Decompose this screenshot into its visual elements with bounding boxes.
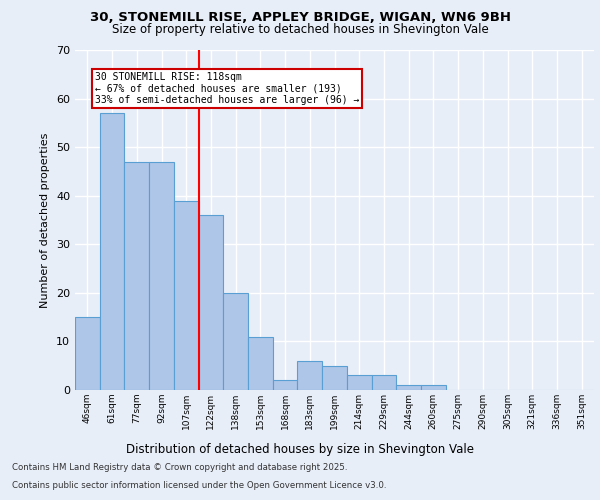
Bar (347, 376, 371, 390)
Bar (396, 385, 421, 390)
Bar (273, 380, 298, 390)
Bar (223, 293, 248, 390)
Y-axis label: Number of detached properties: Number of detached properties (40, 132, 50, 308)
Bar (199, 215, 223, 390)
Bar (421, 385, 446, 390)
Text: Contains HM Land Registry data © Crown copyright and database right 2025.: Contains HM Land Registry data © Crown c… (12, 464, 347, 472)
Bar (75, 317, 100, 390)
Text: 30, STONEMILL RISE, APPLEY BRIDGE, WIGAN, WN6 9BH: 30, STONEMILL RISE, APPLEY BRIDGE, WIGAN… (89, 11, 511, 24)
Bar (371, 376, 396, 390)
Bar (298, 361, 322, 390)
Bar (124, 162, 149, 390)
Bar (248, 336, 273, 390)
Text: 30 STONEMILL RISE: 118sqm
← 67% of detached houses are smaller (193)
33% of semi: 30 STONEMILL RISE: 118sqm ← 67% of detac… (95, 72, 359, 105)
Bar (174, 200, 199, 390)
Bar (149, 162, 174, 390)
Bar (322, 366, 347, 390)
Text: Distribution of detached houses by size in Shevington Vale: Distribution of detached houses by size … (126, 442, 474, 456)
Text: Size of property relative to detached houses in Shevington Vale: Size of property relative to detached ho… (112, 22, 488, 36)
Bar (100, 113, 124, 390)
Text: Contains public sector information licensed under the Open Government Licence v3: Contains public sector information licen… (12, 481, 386, 490)
